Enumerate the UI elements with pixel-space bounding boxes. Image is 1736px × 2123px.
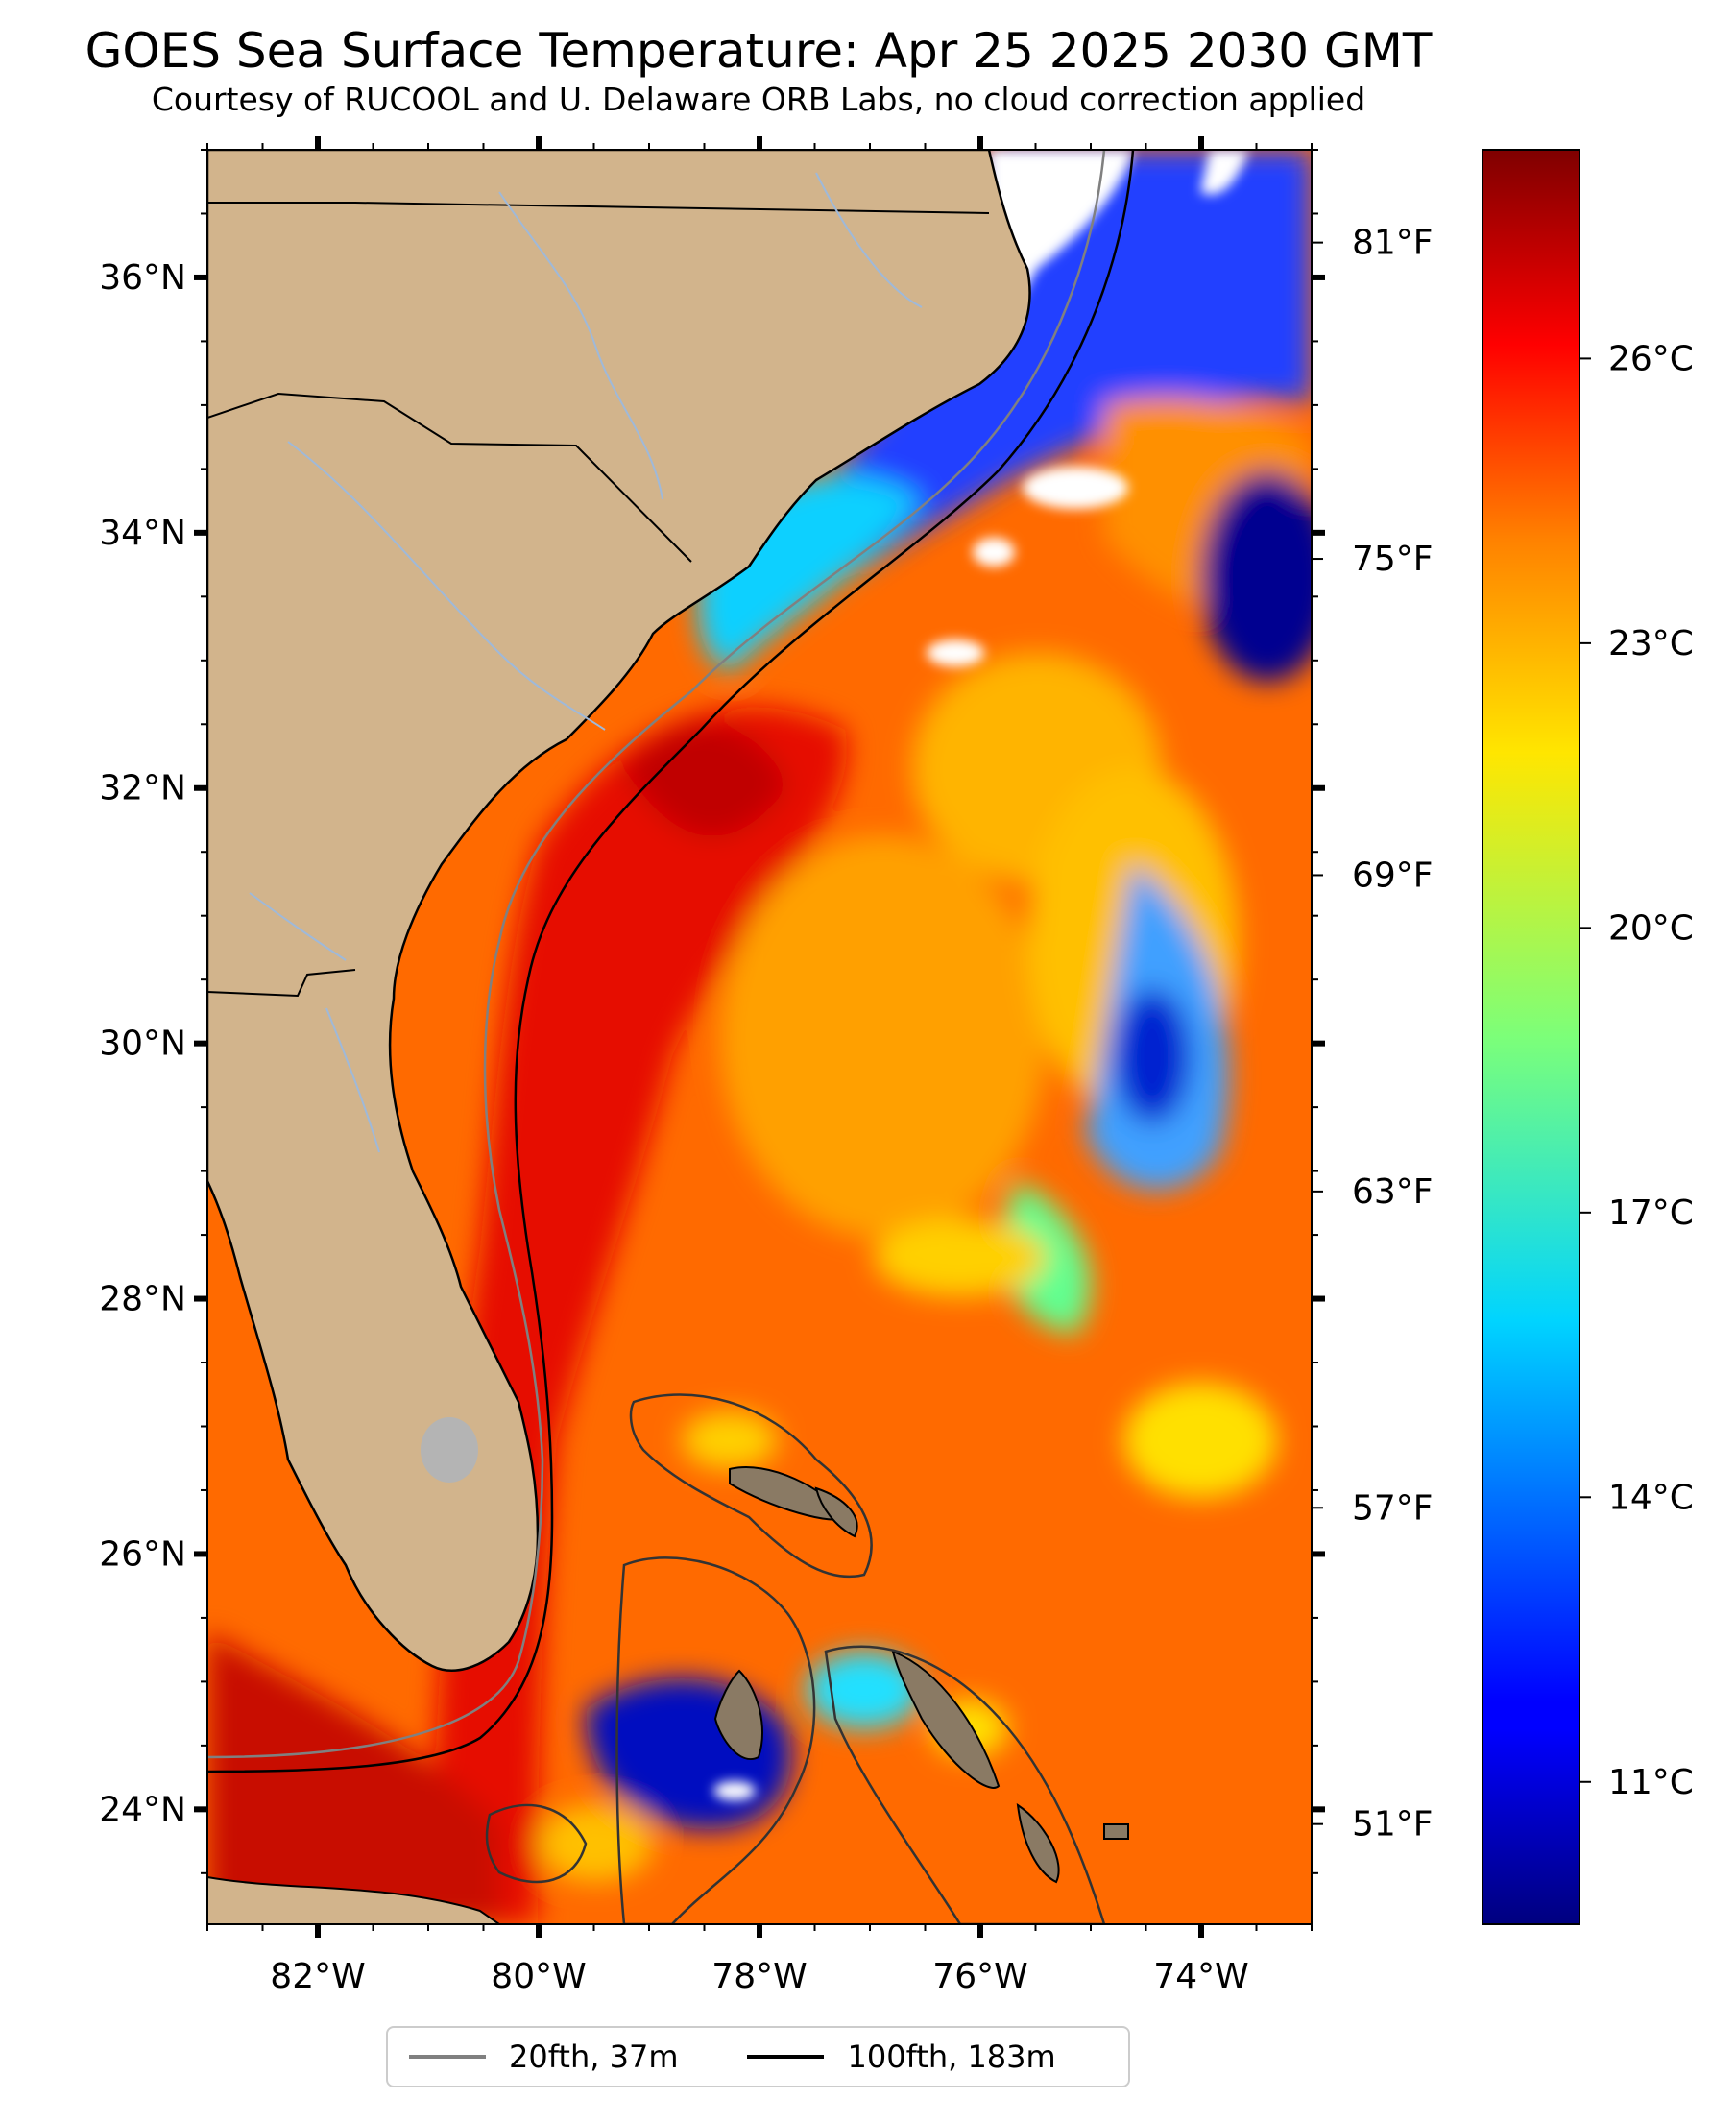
isobath-20fth — [207, 150, 1106, 1759]
bahamas-bank-outlines — [485, 1393, 1106, 1924]
lat-label: 24°N — [99, 1790, 186, 1829]
fahrenheit-label: 75°F — [1352, 540, 1434, 579]
fahrenheit-label: 69°F — [1352, 856, 1434, 895]
land-cuba — [207, 1875, 501, 1924]
latitude-labels: 36°N 34°N 32°N 30°N 28°N 26°N 24°N — [99, 258, 186, 1829]
colorbar-label: 26°C — [1608, 339, 1694, 378]
colorbar-label: 14°C — [1608, 1478, 1694, 1517]
lake-okeechobee — [421, 1417, 478, 1483]
lat-label: 30°N — [99, 1025, 186, 1064]
lon-label: 80°W — [491, 1957, 586, 1996]
colorbar — [1482, 149, 1580, 1925]
land-bahamas — [713, 1466, 1129, 1884]
longitude-labels: 82°W 80°W 78°W 76°W 74°W — [270, 1957, 1248, 1996]
legend: 20fth, 37m 100fth, 183m — [386, 2026, 1130, 2087]
sst-map — [207, 150, 1312, 1924]
map-ticks — [194, 136, 1325, 1938]
legend-line-black — [747, 2055, 825, 2059]
legend-line-gray — [409, 2055, 486, 2059]
legend-label: 100fth, 183m — [847, 2039, 1056, 2075]
lat-label: 26°N — [99, 1534, 186, 1574]
colorbar-fahrenheit-labels: 81°F 75°F 69°F 63°F 57°F 51°F — [1312, 224, 1434, 1845]
figure-subtitle: Courtesy of RUCOOL and U. Delaware ORB L… — [151, 81, 1366, 118]
legend-label: 20fth, 37m — [509, 2039, 679, 2075]
fahrenheit-label: 51°F — [1352, 1805, 1434, 1845]
legend-item-100fth: 100fth, 183m — [747, 2039, 1056, 2075]
sst-field-patches — [207, 150, 1312, 1924]
isobath-100fth — [207, 150, 1135, 1773]
land-us-southeast — [207, 150, 1031, 1672]
colorbar-label: 23°C — [1608, 624, 1694, 663]
rivers — [249, 172, 923, 1153]
colorbar-label: 20°C — [1608, 908, 1694, 948]
lat-label: 28°N — [99, 1280, 186, 1319]
fahrenheit-label: 81°F — [1352, 224, 1434, 263]
lat-label: 36°N — [99, 258, 186, 298]
colorbar-celsius-labels: 26°C 23°C 20°C 17°C 14°C 11°C — [1579, 339, 1694, 1802]
fahrenheit-label: 63°F — [1352, 1172, 1434, 1212]
fahrenheit-label: 57°F — [1352, 1488, 1434, 1528]
state-borders — [207, 202, 990, 998]
lon-label: 82°W — [270, 1957, 365, 1996]
lon-label: 78°W — [711, 1957, 807, 1996]
legend-item-20fth: 20fth, 37m — [409, 2039, 678, 2075]
figure-title: GOES Sea Surface Temperature: Apr 25 202… — [84, 23, 1433, 79]
lat-label: 34°N — [99, 514, 186, 553]
lon-label: 76°W — [932, 1957, 1027, 1996]
lon-label: 74°W — [1153, 1957, 1248, 1996]
colorbar-label: 17°C — [1608, 1194, 1694, 1233]
colorbar-label: 11°C — [1608, 1763, 1694, 1802]
lat-label: 32°N — [99, 769, 186, 808]
